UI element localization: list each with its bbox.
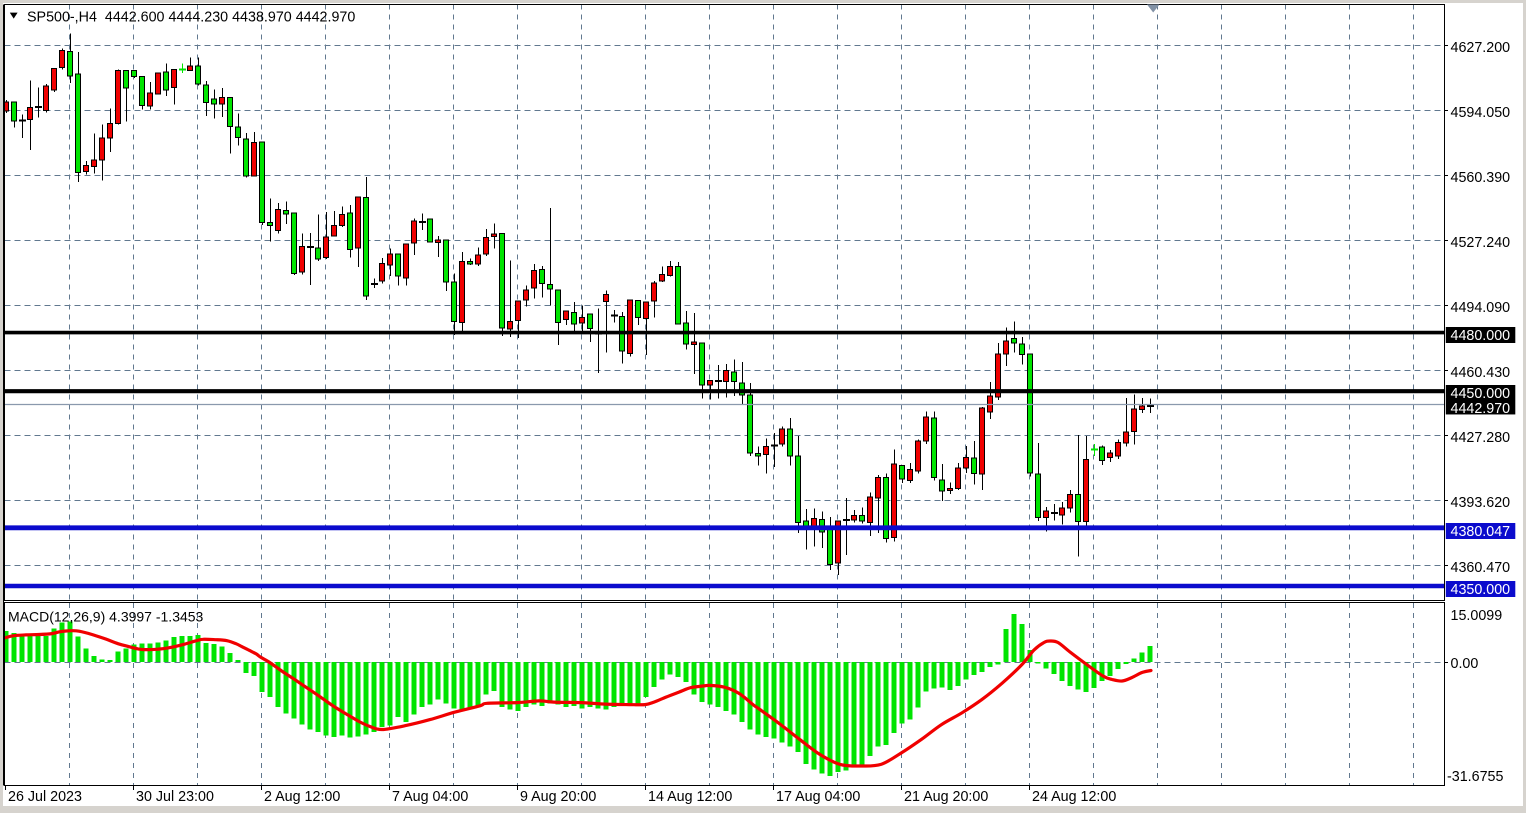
svg-text:14 Aug 12:00: 14 Aug 12:00 <box>648 789 732 805</box>
svg-text:15.0099: 15.0099 <box>1451 608 1503 624</box>
svg-text:21 Aug 20:00: 21 Aug 20:00 <box>904 789 988 805</box>
svg-text:4480.000: 4480.000 <box>1451 328 1511 344</box>
svg-text:26 Jul 2023: 26 Jul 2023 <box>8 789 82 805</box>
svg-text:4450.000: 4450.000 <box>1451 386 1511 402</box>
svg-text:24 Aug 12:00: 24 Aug 12:00 <box>1032 789 1116 805</box>
svg-text:SP500-,H4 4442.600 4444.230 4: SP500-,H4 4442.600 4444.230 4438.970 444… <box>27 10 355 26</box>
svg-text:4442.970: 4442.970 <box>1451 401 1511 417</box>
svg-text:4460.430: 4460.430 <box>1451 365 1511 381</box>
svg-text:4627.200: 4627.200 <box>1451 40 1511 56</box>
svg-text:7 Aug 04:00: 7 Aug 04:00 <box>392 789 468 805</box>
svg-text:0.00: 0.00 <box>1451 656 1479 672</box>
svg-text:4380.047: 4380.047 <box>1451 524 1511 540</box>
svg-text:17 Aug 04:00: 17 Aug 04:00 <box>776 789 860 805</box>
svg-text:2 Aug 12:00: 2 Aug 12:00 <box>264 789 340 805</box>
svg-text:-31.6755: -31.6755 <box>1447 769 1503 785</box>
svg-text:4350.000: 4350.000 <box>1451 582 1511 598</box>
svg-text:MACD(12,26,9) 4.3997 -1.3453: MACD(12,26,9) 4.3997 -1.3453 <box>8 609 204 625</box>
svg-text:4427.280: 4427.280 <box>1451 430 1511 446</box>
svg-text:30 Jul 23:00: 30 Jul 23:00 <box>136 789 214 805</box>
svg-text:4393.620: 4393.620 <box>1451 495 1511 511</box>
svg-text:4360.470: 4360.470 <box>1451 560 1511 576</box>
svg-text:9 Aug 20:00: 9 Aug 20:00 <box>520 789 596 805</box>
svg-text:4594.050: 4594.050 <box>1451 105 1511 121</box>
svg-text:4527.240: 4527.240 <box>1451 235 1511 251</box>
svg-text:4560.390: 4560.390 <box>1451 170 1511 186</box>
svg-text:4494.090: 4494.090 <box>1451 300 1511 316</box>
